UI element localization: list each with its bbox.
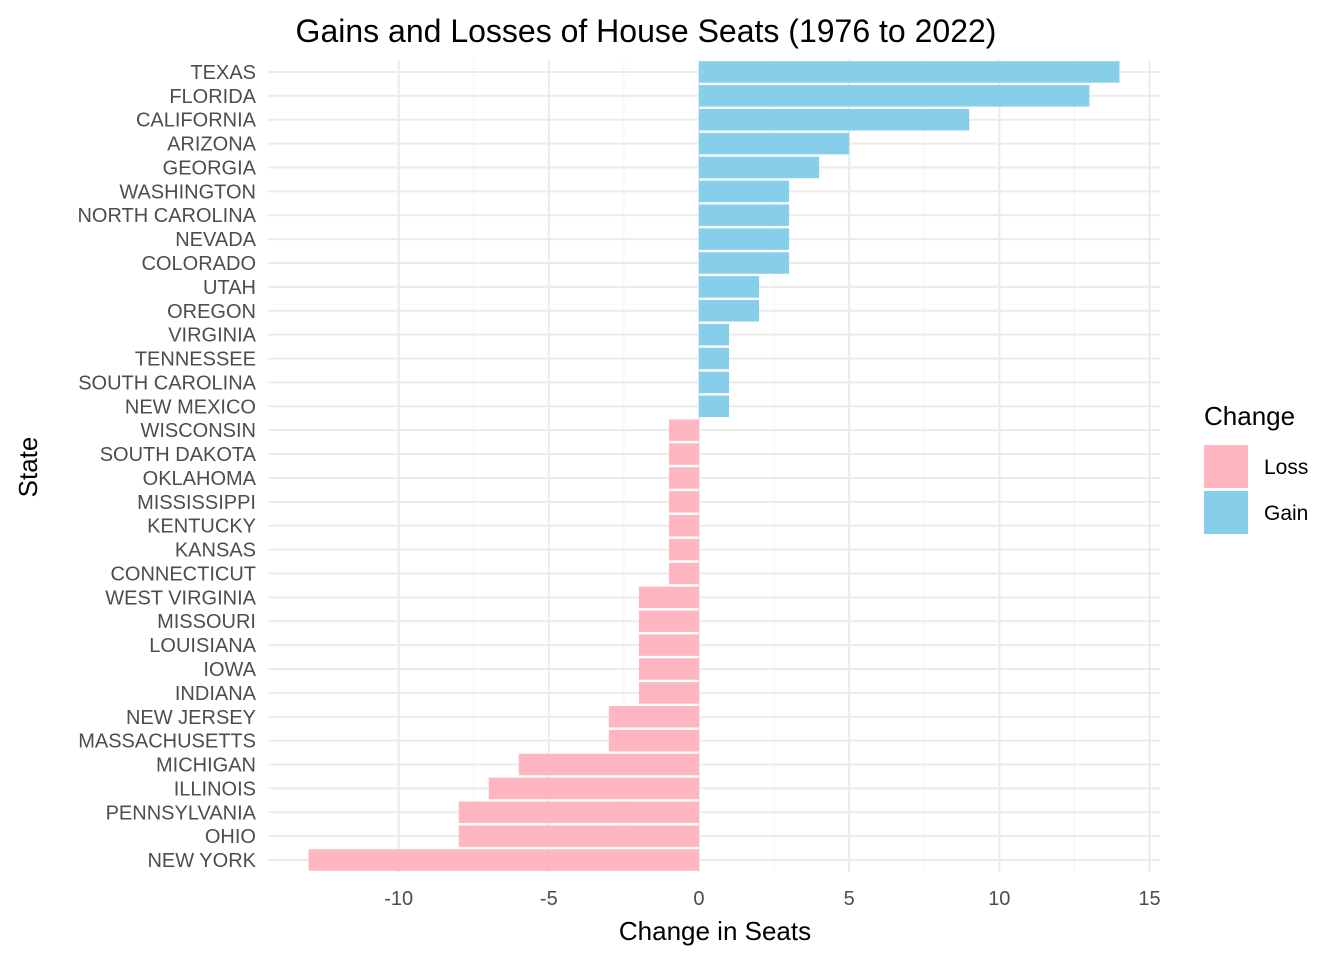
- y-tick-label: TENNESSEE: [135, 349, 256, 371]
- bar: [668, 443, 699, 465]
- x-axis-tick-labels: -10 -5 0 5 10 15: [384, 888, 1160, 910]
- y-tick-label: OHIO: [205, 826, 256, 848]
- y-tick-label: MICHIGAN: [156, 755, 256, 777]
- y-tick-label: CONNECTICUT: [110, 563, 256, 585]
- bar: [698, 347, 730, 370]
- y-tick-label: FLORIDA: [169, 86, 256, 108]
- y-tick-label: NORTH CAROLINA: [77, 205, 256, 227]
- bar: [668, 491, 699, 513]
- x-tick-label: 5: [844, 888, 855, 910]
- bars: [308, 61, 1120, 871]
- bar: [698, 300, 760, 322]
- bar: [458, 801, 699, 824]
- bar: [518, 753, 699, 776]
- y-tick-label: VIRGINIA: [168, 325, 256, 347]
- x-tick-label: 0: [693, 888, 704, 910]
- bar: [638, 586, 699, 609]
- x-tick-label: -10: [384, 888, 413, 910]
- y-tick-label: TEXAS: [190, 62, 256, 84]
- bar: [698, 204, 790, 226]
- bar: [668, 538, 699, 561]
- legend-label: Loss: [1264, 456, 1308, 479]
- y-tick-label: UTAH: [203, 277, 256, 299]
- y-tick-label: SOUTH CAROLINA: [78, 372, 256, 394]
- bar: [698, 61, 1120, 83]
- bar: [698, 395, 730, 418]
- bar: [698, 252, 790, 274]
- y-tick-label: NEW MEXICO: [125, 396, 256, 418]
- bar: [698, 180, 790, 203]
- bar: [638, 682, 699, 704]
- legend-swatch: [1204, 445, 1248, 488]
- bar: [458, 825, 699, 847]
- y-tick-label: ARIZONA: [167, 134, 257, 156]
- y-tick-label: WEST VIRGINIA: [105, 587, 256, 609]
- x-tick-label: 10: [988, 888, 1010, 910]
- bar: [698, 108, 970, 131]
- bar: [668, 467, 699, 489]
- y-tick-label: WASHINGTON: [119, 181, 256, 203]
- bar: [698, 132, 850, 155]
- bar: [698, 228, 790, 250]
- bar: [488, 777, 699, 800]
- y-tick-label: SOUTH DAKOTA: [100, 444, 257, 466]
- bar: [638, 658, 699, 680]
- x-axis-title: Change in Seats: [619, 916, 811, 946]
- bar: [668, 514, 699, 537]
- y-tick-label: IOWA: [203, 659, 256, 681]
- y-tick-label: KENTUCKY: [147, 516, 256, 538]
- bar: [698, 156, 820, 179]
- y-tick-label: OREGON: [167, 301, 256, 323]
- bar: [668, 562, 699, 585]
- y-tick-label: KANSAS: [175, 540, 256, 562]
- y-tick-label: INDIANA: [175, 683, 257, 705]
- y-tick-label: OKLAHOMA: [143, 468, 257, 490]
- y-axis-title: State: [13, 437, 43, 498]
- bar: [698, 85, 1090, 107]
- y-tick-label: NEVADA: [175, 229, 256, 251]
- y-tick-label: WISCONSIN: [140, 420, 256, 442]
- bar: [608, 706, 699, 728]
- y-tick-label: MASSACHUSETTS: [78, 731, 256, 753]
- legend: Change Loss Gain: [1204, 401, 1308, 534]
- bar: [698, 323, 730, 346]
- bar: [308, 849, 699, 871]
- chart-title: Gains and Losses of House Seats (1976 to…: [296, 13, 997, 49]
- y-tick-label: COLORADO: [142, 253, 256, 275]
- bar: [638, 610, 699, 632]
- bar: [698, 276, 760, 298]
- x-tick-label: 15: [1138, 888, 1160, 910]
- bar: [698, 371, 730, 394]
- y-tick-label: PENNSYLVANIA: [106, 802, 257, 824]
- x-tick-label: -5: [540, 888, 558, 910]
- legend-swatch: [1204, 491, 1248, 534]
- y-tick-label: LOUISIANA: [149, 635, 256, 657]
- y-tick-label: ILLINOIS: [174, 778, 256, 800]
- y-tick-label: MISSISSIPPI: [137, 492, 256, 514]
- legend-title: Change: [1204, 401, 1295, 431]
- legend-label: Gain: [1264, 502, 1308, 525]
- y-axis-tick-labels: TEXASFLORIDACALIFORNIAARIZONAGEORGIAWASH…: [77, 62, 256, 872]
- bar: [608, 729, 699, 752]
- y-tick-label: MISSOURI: [157, 611, 256, 633]
- bar: [668, 419, 699, 441]
- y-tick-label: CALIFORNIA: [136, 110, 257, 132]
- y-tick-label: NEW JERSEY: [126, 707, 256, 729]
- bar: [638, 634, 699, 656]
- y-tick-label: GEORGIA: [163, 157, 257, 179]
- y-tick-label: NEW YORK: [147, 850, 256, 872]
